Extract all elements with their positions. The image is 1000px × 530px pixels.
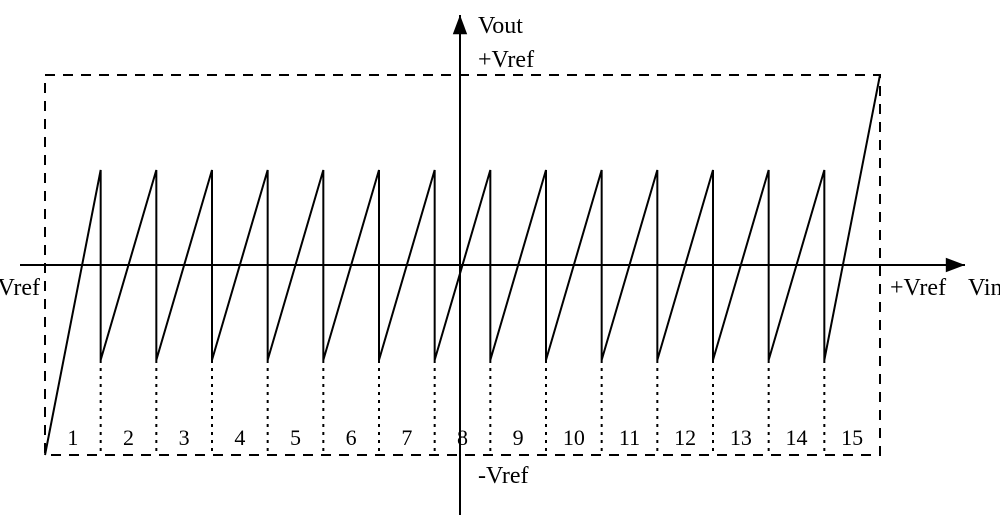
- neg-vref-x: -Vref: [0, 275, 40, 301]
- diagram-root: VoutVin+Vref-Vref-Vref+Vref1234567891011…: [0, 0, 1000, 530]
- transfer-curve-svg: VoutVin+Vref-Vref-Vref+Vref1234567891011…: [0, 0, 1000, 530]
- neg-vref-y: -Vref: [478, 463, 529, 489]
- region-label: 7: [401, 425, 412, 450]
- region-label: 3: [179, 425, 190, 450]
- x-axis-label: Vin: [968, 275, 1000, 301]
- x-axis-arrow: [946, 258, 965, 272]
- region-label: 14: [786, 425, 808, 450]
- region-label: 6: [346, 425, 357, 450]
- region-label: 13: [730, 425, 752, 450]
- region-label: 2: [123, 425, 134, 450]
- region-label: 12: [674, 425, 696, 450]
- region-label: 11: [619, 425, 640, 450]
- region-label: 4: [234, 425, 245, 450]
- region-label: 15: [841, 425, 863, 450]
- region-label: 10: [563, 425, 585, 450]
- region-label: 8: [457, 425, 468, 450]
- region-label: 1: [67, 425, 78, 450]
- y-axis-label: Vout: [478, 13, 523, 39]
- pos-vref-y: +Vref: [478, 47, 534, 73]
- region-label: 5: [290, 425, 301, 450]
- pos-vref-x: +Vref: [890, 275, 946, 301]
- y-axis-arrow: [453, 15, 467, 34]
- region-label: 9: [513, 425, 524, 450]
